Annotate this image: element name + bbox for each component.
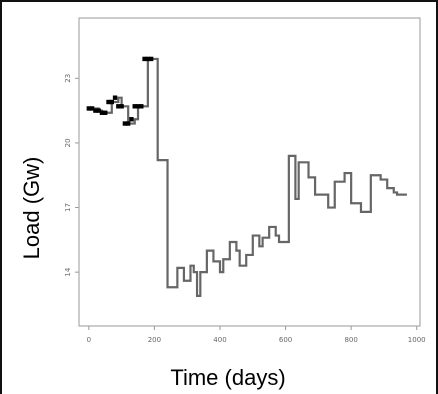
series-layer xyxy=(86,56,407,297)
x-axis-title: Time (days) xyxy=(170,365,285,390)
data-point xyxy=(103,110,108,115)
data-point xyxy=(89,106,95,111)
y-axis: 14 17 20 23 xyxy=(64,74,79,277)
data-point xyxy=(132,104,137,109)
data-point xyxy=(135,104,141,109)
plot-area-border xyxy=(78,17,421,327)
data-point xyxy=(142,56,147,62)
y-tick-label: 14 xyxy=(64,267,72,276)
data-point xyxy=(109,99,114,105)
y-tick-label: 20 xyxy=(64,138,72,147)
data-point xyxy=(122,121,128,126)
data-point xyxy=(106,99,111,105)
x-axis: 0 200 400 600 800 1000 xyxy=(87,326,426,344)
data-point xyxy=(129,117,134,122)
x-tick-label: 800 xyxy=(344,336,357,344)
data-point xyxy=(116,104,121,109)
x-tick-label: 0 xyxy=(87,336,91,344)
series-step-line xyxy=(88,57,407,297)
x-tick-label: 600 xyxy=(279,336,292,344)
data-point xyxy=(99,110,105,115)
data-point xyxy=(139,104,144,109)
data-point xyxy=(112,95,118,100)
data-point xyxy=(145,56,151,62)
y-axis-title: Load (Gw) xyxy=(19,157,44,260)
data-point xyxy=(96,108,101,113)
data-point xyxy=(125,121,131,126)
y-tick-label: 17 xyxy=(64,203,72,212)
data-point xyxy=(148,56,154,62)
x-tick-label: 400 xyxy=(213,336,226,344)
data-point xyxy=(93,108,98,113)
data-point xyxy=(86,106,92,111)
data-point xyxy=(119,104,124,109)
x-tick-label: 200 xyxy=(148,336,161,344)
x-tick-label: 1000 xyxy=(408,336,426,344)
y-tick-label: 23 xyxy=(64,74,72,83)
